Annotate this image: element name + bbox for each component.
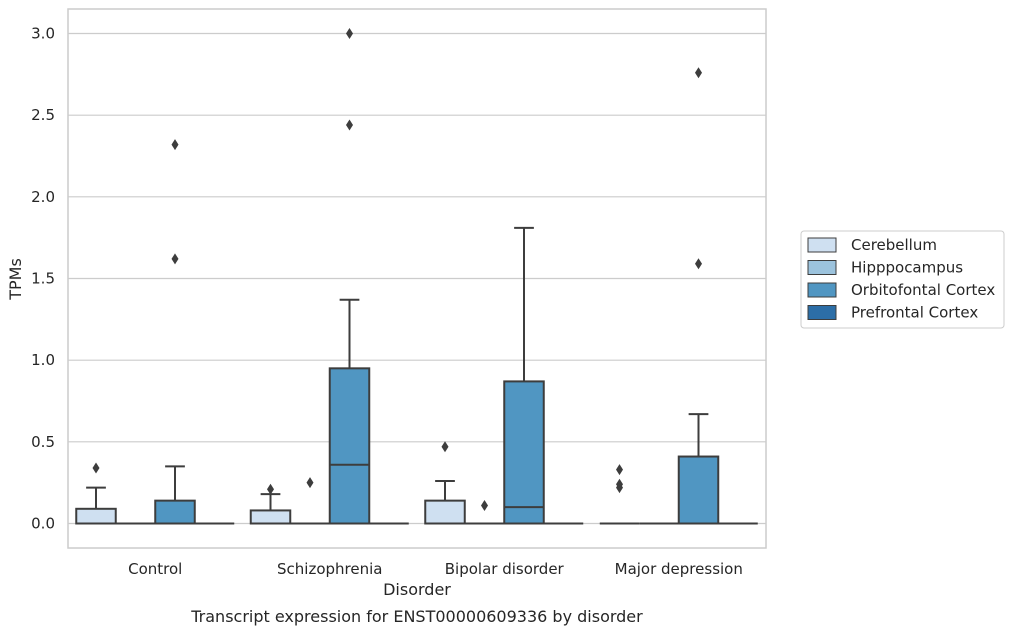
legend-swatch	[807, 305, 837, 320]
outlier-point	[92, 462, 100, 474]
box	[677, 455, 720, 525]
x-tick-label: Control	[128, 560, 182, 578]
box-layer	[75, 28, 758, 525]
outlier-point	[441, 441, 449, 453]
y-tick-label: 1.0	[31, 351, 55, 369]
box-group	[249, 483, 292, 525]
legend-frame	[800, 230, 1005, 329]
legend-label: Hipppocampus	[851, 259, 963, 277]
legend-label: Cerebellum	[851, 236, 937, 254]
outlier-point	[171, 253, 179, 265]
outlier-point	[267, 483, 274, 495]
outlier-point	[171, 139, 179, 151]
y-axis-label: TPMs	[6, 258, 25, 301]
box	[328, 367, 371, 525]
plot-frame	[67, 8, 767, 549]
y-tick-label: 2.0	[31, 188, 55, 206]
box-group	[677, 67, 720, 525]
x-tick-label: Schizophrenia	[277, 560, 382, 578]
legend: Cerebellum Hipppocampus Orbitofontal Corte…	[800, 230, 1005, 329]
x-tick-label: Major depression	[615, 560, 743, 578]
y-tick-label: 2.5	[31, 106, 55, 124]
outlier-point	[695, 258, 702, 270]
box-group	[424, 441, 466, 525]
box	[249, 509, 292, 525]
outlier-point	[616, 478, 623, 490]
outlier-point	[346, 119, 353, 131]
grid-lines	[68, 32, 766, 525]
outlier-point	[306, 477, 314, 489]
y-tick-label: 1.5	[31, 270, 55, 288]
box-group	[464, 500, 505, 525]
legend-swatch	[807, 282, 837, 298]
outlier-point	[616, 464, 623, 476]
box-group	[328, 28, 371, 525]
chart-caption: Transcript expression for ENST0000060933…	[190, 607, 643, 626]
box-group	[154, 139, 196, 525]
legend-label: Orbitofontal Cortex	[851, 281, 995, 299]
outlier-point	[346, 28, 353, 39]
box	[503, 380, 545, 525]
box-group	[503, 226, 545, 525]
legend-swatch	[807, 260, 837, 275]
legend-label: Prefrontal Cortex	[851, 304, 978, 322]
outlier-point	[481, 500, 488, 512]
y-tick-label: 0.5	[31, 433, 55, 451]
box-group	[75, 462, 117, 525]
box-group	[599, 464, 640, 525]
x-axis-label: Disorder	[383, 580, 451, 599]
box	[75, 507, 117, 525]
box	[424, 499, 466, 525]
outlier-point	[695, 67, 702, 79]
x-tick-label: Bipolar disorder	[445, 560, 565, 578]
y-tick-label: 3.0	[31, 25, 55, 43]
y-axis-ticks: 0.0 0.5 1.0 1.5 2.0 2.5 3.0	[31, 25, 55, 533]
y-tick-label: 0.0	[31, 515, 55, 533]
legend-swatch	[807, 237, 837, 253]
box	[154, 499, 196, 525]
x-axis-ticks: Control Schizophrenia Bipolar disorder Majo…	[128, 560, 743, 578]
box-group	[290, 477, 330, 525]
